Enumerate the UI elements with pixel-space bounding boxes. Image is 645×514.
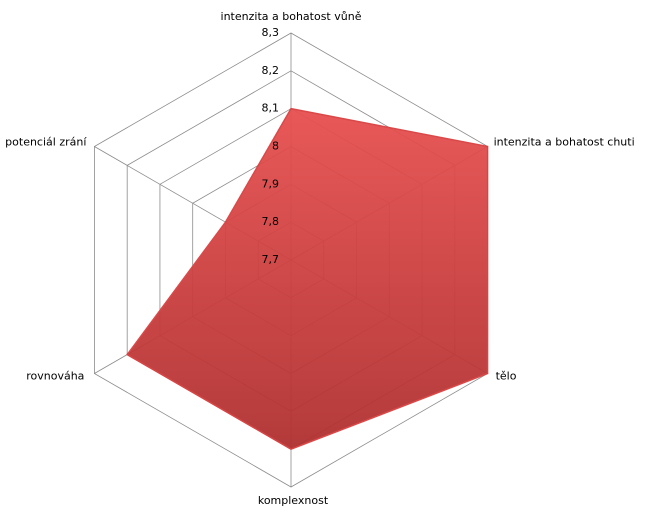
category-label: intenzita a bohatost vůně: [221, 10, 362, 23]
r-tick-label: 8,2: [262, 64, 280, 77]
radar-area: [126, 107, 489, 450]
r-tick-label: 7,9: [262, 177, 280, 190]
r-tick-label: 8,3: [262, 26, 280, 39]
category-label: rovnováha: [26, 370, 84, 383]
category-label: komplexnost: [258, 494, 329, 507]
r-tick-label: 8,1: [262, 102, 280, 115]
category-label: potenciál zrání: [5, 136, 87, 149]
r-tick-label: 8: [272, 140, 279, 153]
r-tick-label: 7,8: [262, 215, 280, 228]
category-label: tělo: [496, 370, 517, 383]
r-tick-label: 7,7: [262, 253, 280, 266]
category-label: intenzita a bohatost chuti: [494, 136, 635, 149]
